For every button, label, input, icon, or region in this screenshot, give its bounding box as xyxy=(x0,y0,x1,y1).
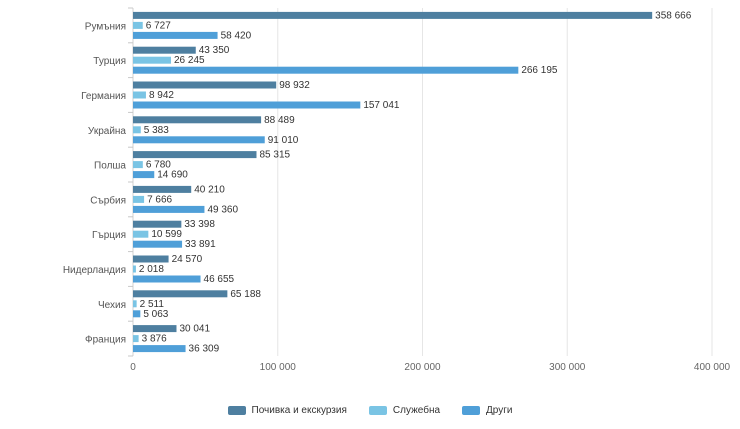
bar xyxy=(133,171,155,179)
legend-label-other: Други xyxy=(486,405,513,416)
category-label: Гърция xyxy=(92,230,126,241)
data-label: 14 690 xyxy=(157,170,188,181)
data-label: 36 309 xyxy=(189,344,220,355)
data-label: 33 891 xyxy=(185,239,216,250)
bar xyxy=(133,101,361,109)
data-label: 43 350 xyxy=(199,45,230,56)
x-tick-label: 400 000 xyxy=(694,362,731,373)
bar xyxy=(133,56,171,64)
bar xyxy=(133,46,196,54)
data-label: 6 727 xyxy=(146,20,171,31)
data-label: 266 195 xyxy=(521,65,558,76)
data-label: 88 489 xyxy=(264,115,295,126)
bar xyxy=(133,220,182,228)
data-label: 85 315 xyxy=(259,150,290,161)
bar xyxy=(133,300,137,308)
category-label: Украйна xyxy=(88,126,127,137)
bar xyxy=(133,161,143,169)
data-label: 91 010 xyxy=(268,135,299,146)
data-label: 40 210 xyxy=(194,184,225,195)
bar xyxy=(133,185,192,193)
data-label: 7 666 xyxy=(147,194,172,205)
bar xyxy=(133,205,205,213)
data-label: 26 245 xyxy=(174,55,205,66)
bar xyxy=(133,31,218,39)
data-label: 30 041 xyxy=(179,324,210,335)
category-label: Турция xyxy=(93,56,126,67)
bar xyxy=(133,230,149,238)
legend-label-vacation: Почивка и екскурзия xyxy=(251,405,347,416)
data-label: 2 018 xyxy=(139,264,164,275)
data-label: 8 942 xyxy=(149,90,174,101)
data-label: 2 511 xyxy=(140,299,165,310)
legend-item-vacation[interactable]: Почивка и екскурзия xyxy=(227,405,347,416)
x-tick-label: 100 000 xyxy=(260,362,297,373)
data-label: 49 360 xyxy=(207,204,238,215)
data-label: 6 780 xyxy=(146,160,171,171)
bar xyxy=(133,126,141,134)
bar xyxy=(133,91,146,99)
bar xyxy=(133,255,169,263)
category-label: Сърбия xyxy=(90,194,126,206)
bar xyxy=(133,81,277,89)
bar xyxy=(133,11,653,19)
legend-swatch-vacation xyxy=(227,406,246,415)
x-tick-label: 200 000 xyxy=(404,362,441,373)
bar xyxy=(133,335,139,343)
bar xyxy=(133,240,183,248)
bar xyxy=(133,310,141,318)
legend-item-business[interactable]: Служебна xyxy=(368,405,441,416)
bar xyxy=(133,116,262,124)
data-label: 358 666 xyxy=(655,10,692,21)
bar xyxy=(133,275,201,283)
category-label: Чехия xyxy=(98,300,126,311)
data-label: 58 420 xyxy=(221,30,252,41)
bar xyxy=(133,265,136,273)
bar xyxy=(133,195,145,203)
legend: Почивка и екскурзия Служебна Други xyxy=(0,405,740,416)
bar xyxy=(133,290,228,298)
category-label: Полша xyxy=(94,161,126,172)
category-label: Франция xyxy=(85,335,126,346)
data-label: 46 655 xyxy=(204,274,235,285)
data-label: 5 063 xyxy=(143,309,168,320)
data-label: 10 599 xyxy=(151,229,182,240)
legend-swatch-business xyxy=(368,406,387,415)
category-label: Нидерландия xyxy=(63,265,126,276)
legend-item-other[interactable]: Други xyxy=(462,405,513,416)
x-tick-label: 300 000 xyxy=(549,362,586,373)
bar xyxy=(133,21,143,29)
data-label: 65 188 xyxy=(230,289,261,300)
bar xyxy=(133,325,177,333)
data-label: 98 932 xyxy=(279,80,310,91)
legend-label-business: Служебна xyxy=(392,405,441,416)
data-label: 3 876 xyxy=(142,334,167,345)
data-label: 24 570 xyxy=(172,254,203,265)
bar xyxy=(133,136,265,144)
category-label: Германия xyxy=(81,91,126,102)
bar xyxy=(133,345,186,353)
data-label: 33 398 xyxy=(184,219,215,230)
bar xyxy=(133,66,519,74)
x-tick-label: 0 xyxy=(130,362,136,373)
legend-swatch-other xyxy=(462,406,481,415)
category-label: Румъния xyxy=(85,21,126,32)
data-label: 157 041 xyxy=(363,100,400,111)
bar xyxy=(133,151,257,159)
data-label: 5 383 xyxy=(144,125,169,136)
